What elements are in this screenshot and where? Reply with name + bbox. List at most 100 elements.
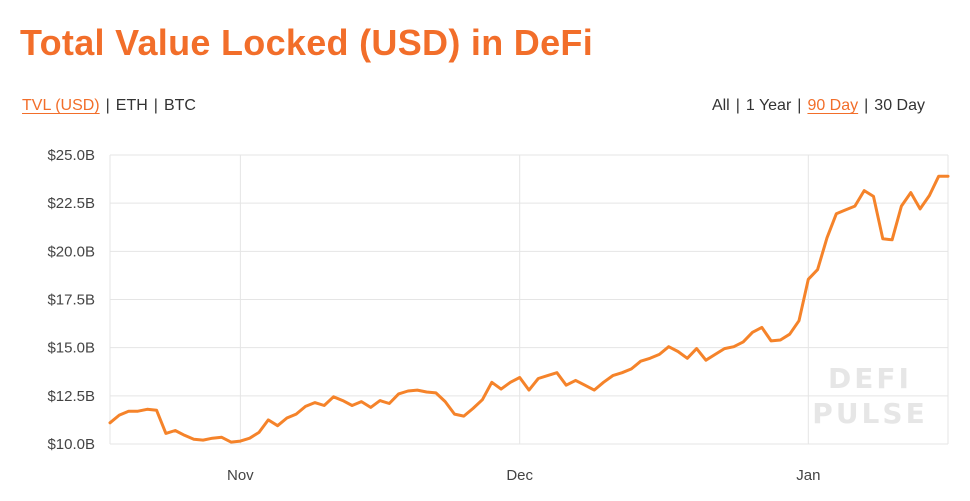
data-point[interactable] [759, 324, 765, 330]
data-point[interactable] [321, 403, 327, 409]
data-point[interactable] [815, 267, 821, 273]
unit-option-tvl-usd[interactable]: TVL (USD) [22, 97, 100, 114]
data-point[interactable] [172, 428, 178, 434]
data-point[interactable] [237, 438, 243, 444]
data-point[interactable] [517, 375, 523, 381]
data-point[interactable] [470, 405, 476, 411]
data-point[interactable] [303, 403, 309, 409]
data-point[interactable] [666, 344, 672, 350]
data-point[interactable] [936, 173, 942, 179]
data-point[interactable] [396, 391, 402, 397]
unit-option-btc[interactable]: BTC [163, 97, 196, 114]
data-point[interactable] [917, 206, 923, 212]
data-point[interactable] [750, 329, 756, 335]
data-point[interactable] [787, 331, 793, 337]
range-option-1-year[interactable]: 1 Year [745, 97, 792, 114]
data-point[interactable] [340, 398, 346, 404]
data-point[interactable] [498, 386, 504, 392]
data-point[interactable] [349, 403, 355, 409]
data-point[interactable] [619, 370, 625, 376]
data-point[interactable] [182, 432, 188, 438]
data-point[interactable] [312, 400, 318, 406]
data-point[interactable] [722, 346, 728, 352]
range-option-90-day[interactable]: 90 Day [807, 97, 859, 114]
data-point[interactable] [219, 434, 225, 440]
y-tick-label: $17.5B [47, 292, 95, 309]
data-point[interactable] [414, 387, 420, 393]
data-point[interactable] [377, 398, 383, 404]
data-point[interactable] [573, 377, 579, 383]
data-point[interactable] [526, 387, 532, 393]
data-point[interactable] [442, 399, 448, 405]
data-point[interactable] [135, 408, 141, 414]
data-point[interactable] [489, 379, 495, 385]
data-point[interactable] [675, 349, 681, 355]
data-point[interactable] [405, 388, 411, 394]
data-point[interactable] [768, 338, 774, 344]
data-point[interactable] [535, 376, 541, 382]
data-point[interactable] [126, 408, 132, 414]
data-point[interactable] [908, 190, 914, 196]
data-point[interactable] [712, 351, 718, 357]
data-point[interactable] [358, 399, 364, 405]
data-point[interactable] [247, 435, 253, 441]
range-option-30-day[interactable]: 30 Day [874, 97, 925, 114]
data-point[interactable] [256, 429, 262, 435]
data-point[interactable] [293, 411, 299, 417]
data-point[interactable] [386, 401, 392, 407]
data-point[interactable] [507, 379, 513, 385]
data-point[interactable] [163, 430, 169, 436]
data-point[interactable] [889, 237, 895, 243]
data-point[interactable] [638, 358, 644, 364]
data-point[interactable] [703, 357, 709, 363]
data-point[interactable] [656, 351, 662, 357]
data-point[interactable] [265, 417, 271, 423]
data-point[interactable] [433, 390, 439, 396]
data-point[interactable] [926, 193, 932, 199]
data-point[interactable] [424, 389, 430, 395]
data-point[interactable] [731, 344, 737, 350]
data-point[interactable] [843, 207, 849, 213]
data-point[interactable] [898, 203, 904, 209]
data-point[interactable] [805, 276, 811, 282]
data-point[interactable] [610, 373, 616, 379]
data-point[interactable] [628, 366, 634, 372]
data-point[interactable] [284, 415, 290, 421]
data-point[interactable] [209, 435, 215, 441]
data-point[interactable] [191, 436, 197, 442]
data-point[interactable] [545, 373, 551, 379]
data-point[interactable] [740, 339, 746, 345]
data-point[interactable] [833, 211, 839, 217]
data-point[interactable] [116, 412, 122, 418]
x-axis: Nov Dec Jan [227, 467, 820, 484]
data-point[interactable] [601, 379, 607, 385]
data-point[interactable] [945, 173, 951, 179]
data-point[interactable] [777, 337, 783, 343]
data-point[interactable] [200, 437, 206, 443]
data-point[interactable] [154, 407, 160, 413]
data-point[interactable] [563, 382, 569, 388]
unit-option-eth[interactable]: ETH [115, 97, 148, 114]
data-point[interactable] [368, 404, 374, 410]
data-point[interactable] [824, 235, 830, 241]
data-point[interactable] [144, 406, 150, 412]
data-point[interactable] [228, 439, 234, 445]
data-point[interactable] [107, 420, 113, 426]
range-option-all[interactable]: All [711, 97, 730, 114]
data-point[interactable] [684, 355, 690, 361]
data-point[interactable] [331, 394, 337, 400]
data-point[interactable] [461, 413, 467, 419]
data-point[interactable] [647, 355, 653, 361]
data-point[interactable] [796, 318, 802, 324]
data-point[interactable] [479, 397, 485, 403]
data-point[interactable] [852, 203, 858, 209]
data-point[interactable] [582, 382, 588, 388]
data-point[interactable] [871, 193, 877, 199]
data-point[interactable] [452, 411, 458, 417]
data-point[interactable] [591, 387, 597, 393]
data-point[interactable] [554, 370, 560, 376]
data-point[interactable] [861, 188, 867, 194]
data-point[interactable] [275, 423, 281, 429]
data-point[interactable] [880, 236, 886, 242]
data-point[interactable] [694, 346, 700, 352]
